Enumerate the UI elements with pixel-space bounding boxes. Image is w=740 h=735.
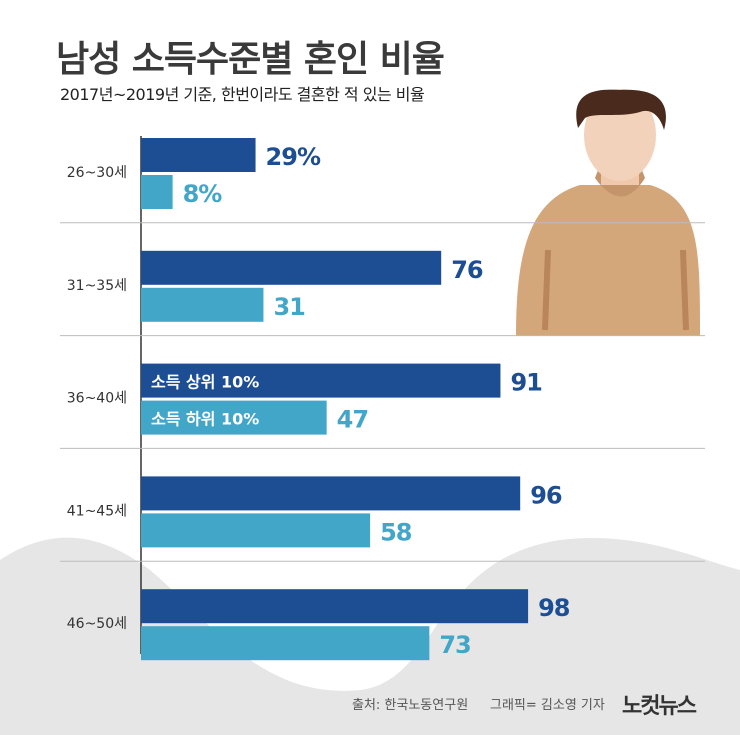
- nocutnews-logo: 노컷뉴스: [622, 694, 697, 719]
- bar-bottom-income: [141, 626, 430, 661]
- value-label: 73: [439, 631, 470, 659]
- background-wave: [0, 537, 740, 735]
- value-label: 31: [273, 293, 305, 321]
- bar-top-income: [141, 476, 521, 511]
- page-title: 남성 소득수준별 혼인 비율: [56, 39, 445, 80]
- bar-bottom-income: [141, 513, 371, 548]
- bar-top-income: [141, 250, 442, 285]
- legend-label: 소득 상위 10%: [151, 373, 259, 392]
- value-label: 58: [380, 518, 412, 546]
- category-label: 26~30세: [67, 165, 127, 181]
- value-label: 8%: [183, 180, 223, 208]
- bar-bottom-income: [141, 287, 264, 322]
- source-text: 출처: 한국노동연구원: [352, 698, 469, 713]
- bar-bottom-income: [141, 175, 173, 209]
- category-label: 31~35세: [67, 278, 127, 294]
- value-label: 98: [538, 594, 570, 622]
- value-label: 76: [451, 256, 483, 284]
- bar-top-income: [141, 363, 501, 398]
- bar-top-income: [141, 138, 256, 172]
- bar-bottom-income: [141, 400, 327, 435]
- value-label: 29%: [266, 143, 321, 171]
- credit-text: 그래픽= 김소영 기자: [490, 698, 605, 713]
- value-label: 96: [530, 481, 562, 509]
- category-label: 46~50세: [67, 616, 127, 632]
- category-label: 41~45세: [67, 503, 127, 519]
- legend-label: 소득 하위 10%: [151, 410, 259, 429]
- bar-top-income: [141, 589, 529, 624]
- page-subtitle: 2017년~2019년 기준, 한번이라도 결혼한 적 있는 비율: [60, 85, 425, 104]
- value-label: 91: [510, 369, 542, 397]
- value-label: 47: [337, 406, 368, 434]
- category-label: 36~40세: [67, 391, 127, 407]
